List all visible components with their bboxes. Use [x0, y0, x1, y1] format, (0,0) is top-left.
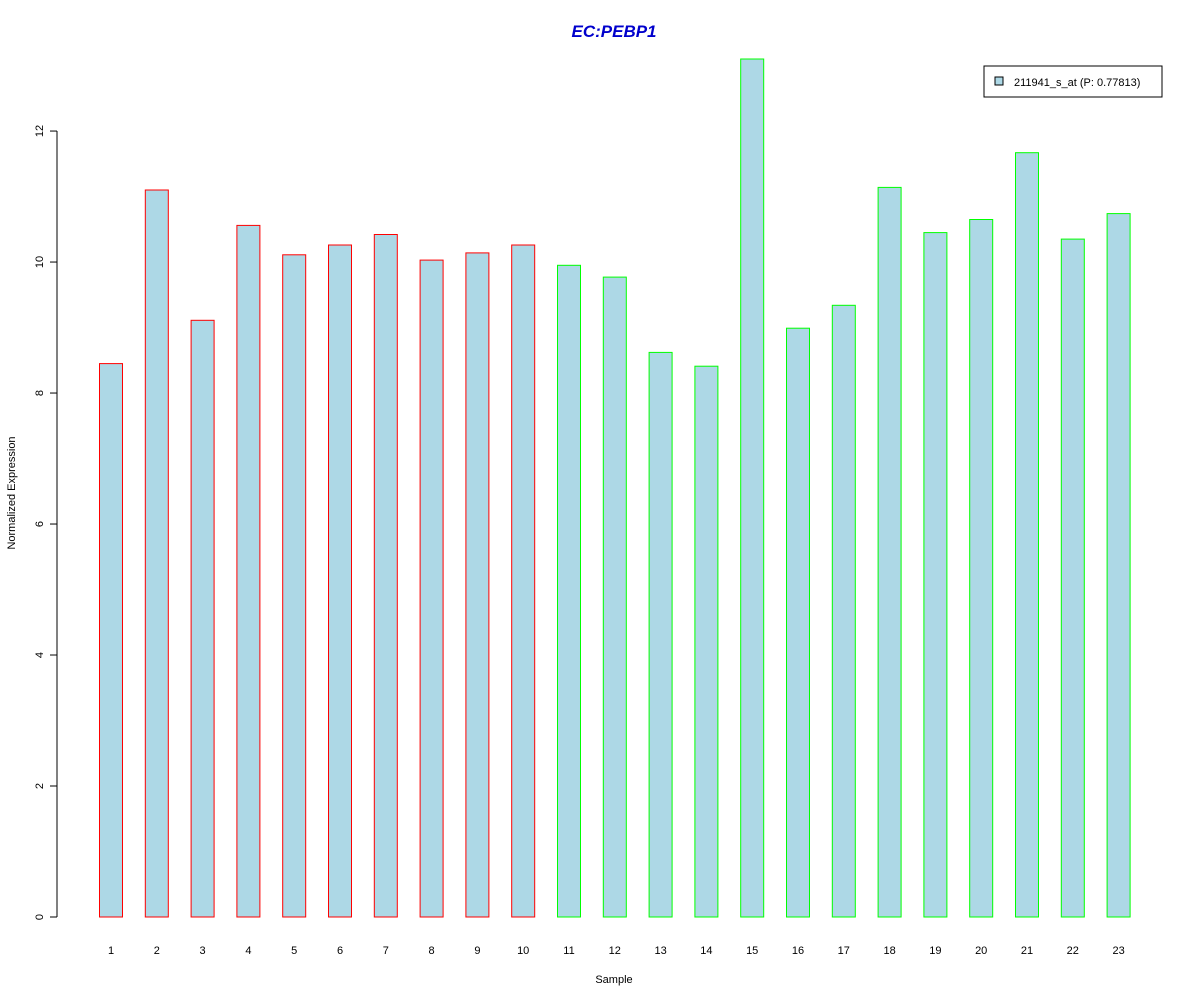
x-axis-label: Sample — [595, 974, 632, 986]
bar-sample-7 — [373, 234, 398, 918]
y-tick-label: 8 — [34, 390, 46, 396]
x-tick-label: 21 — [1021, 945, 1033, 957]
bar-sample-19 — [923, 232, 948, 918]
y-tick-label: 0 — [34, 914, 46, 920]
x-tick-label: 3 — [200, 945, 206, 957]
bar-sample-2 — [144, 189, 169, 918]
x-tick-label: 11 — [563, 945, 574, 957]
x-tick-label: 10 — [517, 945, 529, 957]
x-tick-label: 16 — [792, 945, 804, 957]
bar-sample-6 — [328, 244, 352, 918]
bar-sample-5 — [282, 254, 307, 918]
bar-sample-22 — [1060, 238, 1085, 918]
x-tick-label: 9 — [474, 945, 480, 957]
y-axis-label: Normalized Expression — [6, 436, 18, 549]
y-tick-label: 6 — [34, 521, 46, 527]
bar-sample-23 — [1106, 213, 1131, 918]
x-tick-label: 15 — [746, 945, 758, 957]
bar-sample-20 — [969, 219, 994, 918]
bar-sample-9 — [465, 252, 490, 918]
bar-sample-18 — [877, 186, 902, 918]
x-tick-label: 12 — [609, 945, 621, 957]
bar-sample-21 — [1015, 152, 1039, 918]
bar-sample-3 — [190, 319, 215, 918]
x-tick-label: 4 — [245, 945, 251, 957]
x-tick-label: 22 — [1067, 945, 1079, 957]
bar-sample-8 — [419, 259, 444, 918]
x-tick-label: 5 — [291, 945, 297, 957]
x-tick-label: 1 — [108, 945, 114, 957]
legend-swatch — [994, 76, 1004, 86]
bar-sample-16 — [786, 327, 810, 918]
bar-sample-11 — [557, 264, 581, 918]
bar-sample-1 — [99, 363, 123, 918]
y-axis: 0 2 4 6 8 10 12 — [34, 125, 58, 920]
bar-sample-14 — [694, 365, 719, 918]
x-tick-label: 6 — [337, 945, 343, 957]
y-tick-label: 4 — [34, 652, 46, 658]
x-tick-label: 14 — [700, 945, 712, 957]
legend: 211941_s_at (P: 0.77813) — [983, 65, 1163, 98]
bar-sample-13 — [648, 351, 673, 918]
bar-sample-17 — [831, 304, 856, 918]
bar-sample-10 — [511, 244, 536, 918]
legend-label: 211941_s_at (P: 0.77813) — [1014, 77, 1140, 89]
y-tick-label: 12 — [34, 125, 46, 137]
y-tick-label: 10 — [34, 256, 46, 268]
bars — [99, 58, 1131, 918]
x-tick-label: 7 — [383, 945, 389, 957]
x-tick-label: 19 — [929, 945, 941, 957]
bar-sample-15 — [740, 58, 765, 918]
x-tick-label: 23 — [1112, 945, 1124, 957]
y-tick-label: 2 — [34, 783, 46, 789]
chart-title: EC:PEBP1 — [571, 22, 656, 41]
bar-sample-4 — [236, 224, 261, 918]
x-tick-label: 20 — [975, 945, 987, 957]
bar-sample-12 — [602, 276, 627, 918]
x-tick-labels: 1 2 3 4 5 6 7 8 9 10 11 12 13 14 15 16 17 18 19 20 21 22 23 — [108, 945, 1125, 957]
x-tick-label: 8 — [429, 945, 435, 957]
x-tick-label: 2 — [154, 945, 160, 957]
x-tick-label: 17 — [838, 945, 850, 957]
legend-box — [983, 65, 1163, 98]
x-tick-label: 13 — [654, 945, 666, 957]
x-tick-label: 18 — [883, 945, 895, 957]
